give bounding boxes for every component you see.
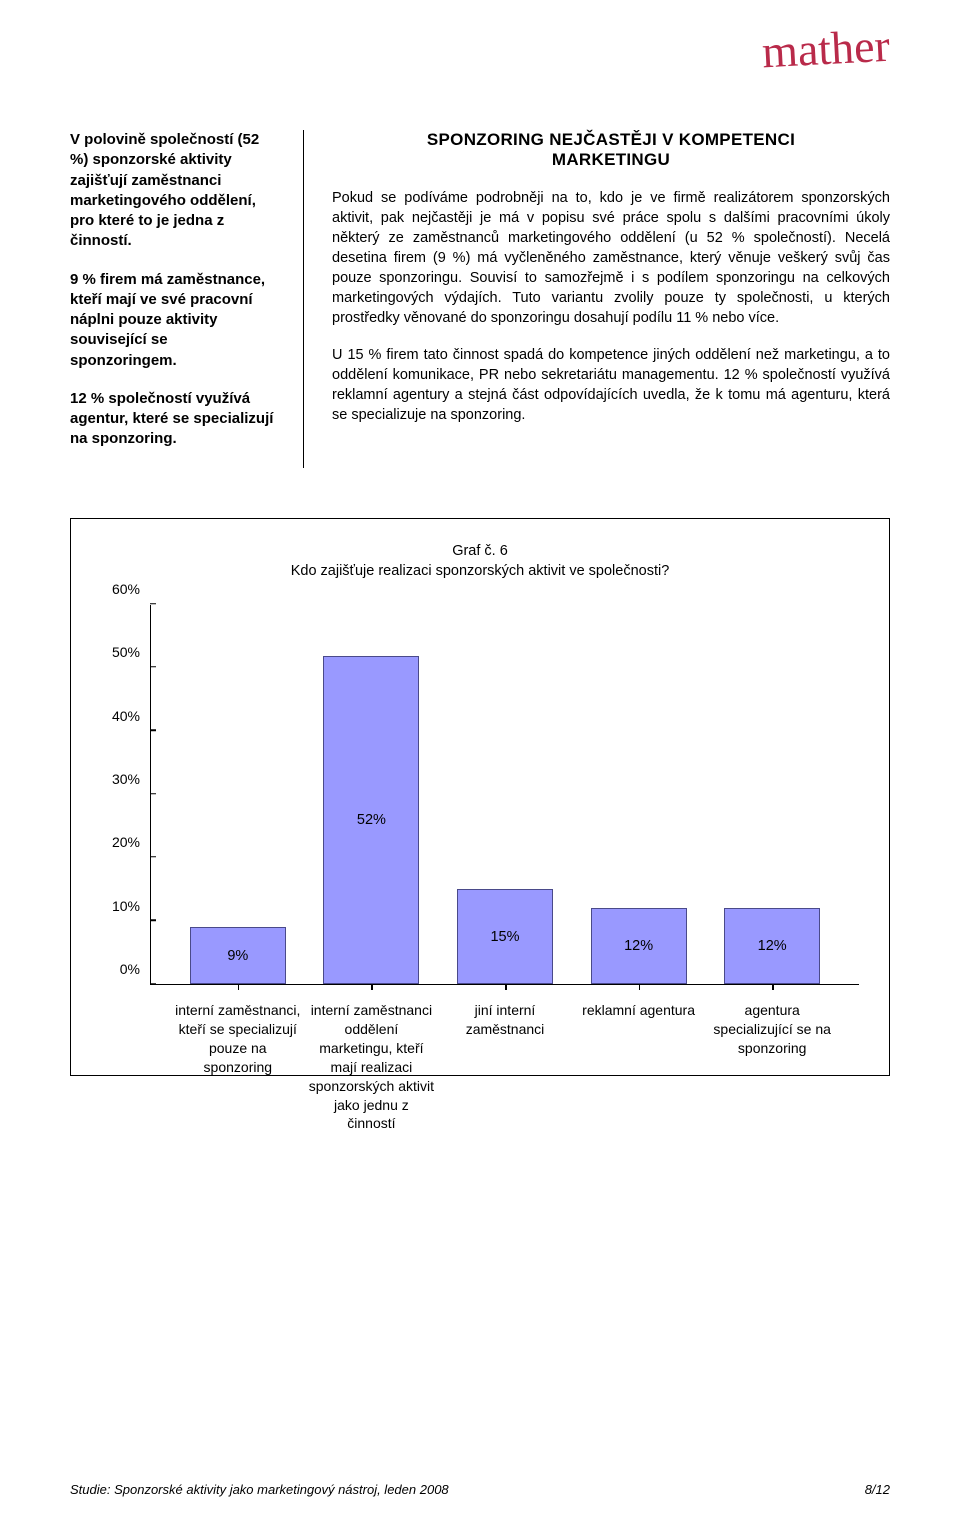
bar-slot: 9%	[171, 605, 305, 984]
content-row: V polovině společností (52 %) sponzorské…	[70, 130, 890, 468]
sidebar-para-3: 12 % společností využívá agentur, které …	[70, 389, 275, 450]
sidebar: V polovině společností (52 %) sponzorské…	[70, 130, 275, 468]
y-tick-label: 20%	[112, 834, 140, 850]
plot-area: 9% 52% 15% 12% 12%	[151, 605, 859, 985]
vertical-divider	[303, 130, 304, 468]
chart-area: 0%10%20%30%40%50%60% 9%52%15%12%12% inte…	[101, 605, 859, 1045]
sidebar-para-1: V polovině společností (52 %) sponzorské…	[70, 130, 275, 252]
chart-container: Graf č. 6 Kdo zajišťuje realizaci sponzo…	[70, 518, 890, 1077]
bar-slot: 12%	[572, 605, 706, 984]
bar: 15%	[457, 889, 553, 984]
y-tick-label: 10%	[112, 898, 140, 914]
chart-title-line-2: Kdo zajišťuje realizaci sponzorských akt…	[291, 563, 670, 579]
x-tick-mark	[238, 984, 240, 990]
x-axis-label: reklamní agentura	[572, 1001, 706, 1133]
bar: 12%	[724, 908, 820, 984]
chart-title: Graf č. 6 Kdo zajišťuje realizaci sponzo…	[101, 541, 859, 582]
heading-line-2: MARKETINGU	[552, 150, 670, 169]
y-tick-label: 0%	[120, 961, 140, 977]
x-labels: interní zaměstnanci, kteří se specializu…	[101, 1001, 859, 1133]
sidebar-para-2: 9 % firem má zaměstnance, kteří mají ve …	[70, 270, 275, 371]
x-tick-mark	[639, 984, 641, 990]
footer-left: Studie: Sponzorské aktivity jako marketi…	[70, 1482, 449, 1497]
main-para-1: Pokud se podíváme podrobněji na to, kdo …	[332, 188, 890, 328]
x-tick-mark	[505, 984, 507, 990]
bar: 52%	[323, 656, 419, 984]
x-axis-label: interní zaměstnanci oddělení marketingu,…	[305, 1001, 439, 1133]
main-para-2: U 15 % firem tato činnost spadá do kompe…	[332, 345, 890, 425]
bar-slot: 12%	[705, 605, 839, 984]
y-tick-label: 30%	[112, 771, 140, 787]
footer-right: 8/12	[865, 1482, 890, 1497]
x-axis-label: interní zaměstnanci, kteří se specializu…	[171, 1001, 305, 1133]
y-axis: 0%10%20%30%40%50%60%	[101, 605, 151, 985]
main-column: SPONZORING NEJČASTĚJI V KOMPETENCI MARKE…	[332, 130, 890, 468]
y-tick-label: 40%	[112, 708, 140, 724]
heading-line-1: SPONZORING NEJČASTĚJI V KOMPETENCI	[427, 130, 795, 149]
x-axis-label: agentura specializující se na sponzoring	[705, 1001, 839, 1133]
x-tick-mark	[371, 984, 373, 990]
chart-title-line-1: Graf č. 6	[452, 543, 508, 559]
bar-slot: 52%	[305, 605, 439, 984]
main-heading: SPONZORING NEJČASTĚJI V KOMPETENCI MARKE…	[332, 130, 890, 170]
x-axis-label: jiní interní zaměstnanci	[438, 1001, 572, 1133]
footer: Studie: Sponzorské aktivity jako marketi…	[70, 1482, 890, 1497]
logo: mather	[761, 19, 891, 79]
bar: 9%	[190, 927, 286, 984]
x-tick-mark	[772, 984, 774, 990]
y-tick-label: 60%	[112, 581, 140, 597]
bar: 12%	[591, 908, 687, 984]
bar-slot: 15%	[438, 605, 572, 984]
y-tick-label: 50%	[112, 644, 140, 660]
